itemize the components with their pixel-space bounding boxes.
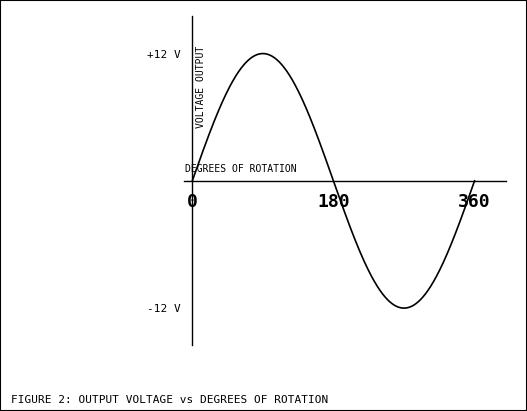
- Text: DEGREES OF ROTATION: DEGREES OF ROTATION: [185, 164, 297, 175]
- Text: FIGURE 2: OUTPUT VOLTAGE vs DEGREES OF ROTATION: FIGURE 2: OUTPUT VOLTAGE vs DEGREES OF R…: [11, 395, 328, 405]
- Text: VOLTAGE OUTPUT: VOLTAGE OUTPUT: [196, 46, 206, 128]
